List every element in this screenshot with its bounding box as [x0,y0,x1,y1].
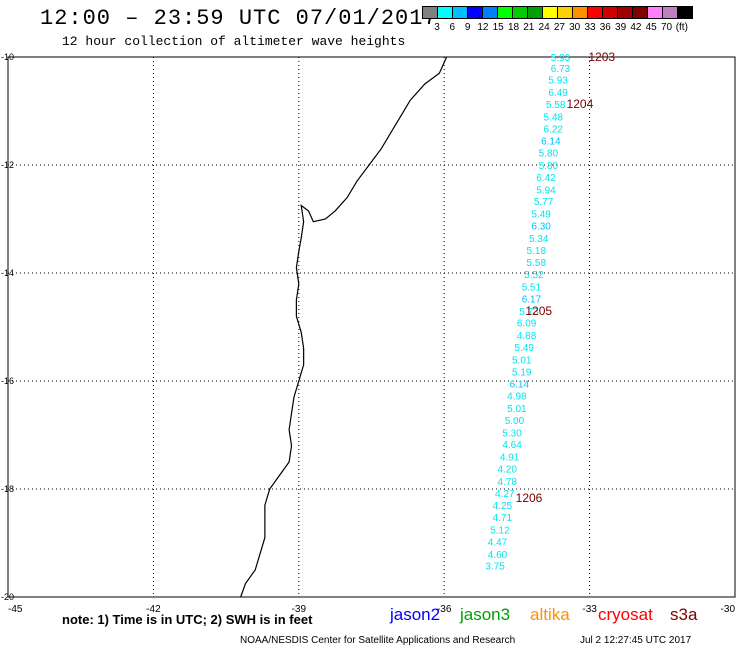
swh-value: 6.17 [522,294,542,305]
swh-value: 5.01 [507,404,527,415]
lon-tick-label: -36 [437,604,452,615]
swh-value: 4.47 [488,537,508,548]
swh-value: 5.49 [514,343,534,354]
swh-value: 6.22 [544,124,564,135]
colorbar-tick: 24 [538,22,550,33]
swh-value: 5.58 [546,100,566,111]
swh-value: 4.64 [502,440,522,451]
swh-value: 6.09 [517,319,537,330]
colorbar-tick: 21 [523,22,535,33]
swh-value: 5.01 [512,355,532,366]
colorbar-tick: 27 [553,22,565,33]
time-label: 1205 [525,304,552,318]
colorbar-swatch [677,6,693,19]
swh-value: 5.73 [519,307,539,318]
swh-value: 5.93 [548,76,568,87]
credit-text: NOAA/NESDIS Center for Satellite Applica… [240,635,516,646]
swh-value: 5.77 [534,197,554,208]
swh-value: 5.94 [536,185,556,196]
lat-tick-label: -14 [1,268,14,278]
swh-value: 4.20 [497,464,517,475]
swh-value: 4.78 [497,477,517,488]
coastline [240,56,448,598]
lon-tick-label: -45 [8,604,23,615]
swh-value: 5.93 [551,53,571,64]
colorbar-tick: (ft) [675,22,688,33]
colorbar-tick: 30 [569,22,581,33]
swh-value: 5.49 [531,210,551,221]
swh-value: 5.80 [539,149,559,160]
colorbar-tick: 6 [449,22,456,33]
swh-value: 5.19 [512,367,532,378]
swh-value: 6.73 [551,64,571,75]
colorbar-tick-labels: 3 6 9 12 15 18 21 24 27 30 33 36 39 42 45 70 (ft) [422,22,740,36]
swh-value: 5.48 [544,112,564,123]
time-label: 1204 [567,97,594,111]
colorbar-tick: 3 [434,22,440,33]
lat-tick-label: -18 [1,484,14,494]
swh-value: 4.98 [507,392,527,403]
map-frame [7,56,736,598]
credit-timestamp: Jul 2 12:27:45 UTC 2017 [580,635,692,646]
colorbar-tick: 36 [599,22,611,33]
swh-value: 6.42 [536,173,556,184]
swh-value: 5.12 [490,526,510,537]
map-title: 12:00 – 23:59 UTC 07/01/2017 [40,6,438,31]
lat-tick-label: -12 [1,160,14,170]
swh-value: 4.27 [495,489,515,500]
swh-value: 4.25 [493,501,513,512]
swh-value: 4.91 [500,453,520,464]
time-label: 1206 [516,491,543,505]
time-label: 1203 [588,50,615,64]
legend-s3a: s3a [670,605,698,624]
swh-value: 6.14 [510,380,530,391]
colorbar-tick: 12 [477,22,489,33]
lat-tick-label: -20 [1,592,14,602]
swh-value: 6.30 [531,221,551,232]
legend-altika: altika [530,605,570,624]
swh-value: 5.51 [522,283,542,294]
lat-tick-label: -16 [1,376,14,386]
lon-tick-label: -39 [292,604,307,615]
colorbar-tick: 33 [584,22,596,33]
swh-value: 5.58 [527,258,547,269]
lon-tick-label: -42 [146,604,161,615]
swh-value: 5.80 [539,161,559,172]
lon-tick-label: -30 [721,604,736,615]
footer-note: note: 1) Time is in UTC; 2) SWH is in fe… [62,612,313,627]
swh-value: 4.88 [517,331,537,342]
swh-value: 4.71 [493,513,513,524]
swh-value: 3.75 [485,562,505,573]
swh-value: 5.00 [505,416,525,427]
map-subtitle: 12 hour collection of altimeter wave hei… [62,34,406,49]
colorbar-tick: 15 [492,22,504,33]
swh-value: 4.60 [488,550,508,561]
lat-tick-label: -10 [1,52,14,62]
swh-value: 6.14 [541,137,561,148]
colorbar-tick: 42 [630,22,642,33]
swh-value: 6.49 [548,88,568,99]
colorbar-tick: 39 [615,22,627,33]
colorbar-tick: 45 [645,22,657,33]
legend-jason3: jason3 [460,605,511,624]
swh-value: 5.18 [527,246,547,257]
swh-value: 5.52 [524,270,544,281]
legend-cryosat: cryosat [598,605,653,624]
swh-value: 5.34 [529,234,549,245]
colorbar-tick: 9 [464,22,471,33]
swh-value: 5.30 [502,428,522,439]
legend-jason2: jason2 [390,605,441,624]
lon-tick-label: -33 [582,604,597,615]
colorbar-tick: 70 [660,22,673,33]
wave-height-colorbar [422,6,693,19]
colorbar-tick: 18 [507,22,520,33]
